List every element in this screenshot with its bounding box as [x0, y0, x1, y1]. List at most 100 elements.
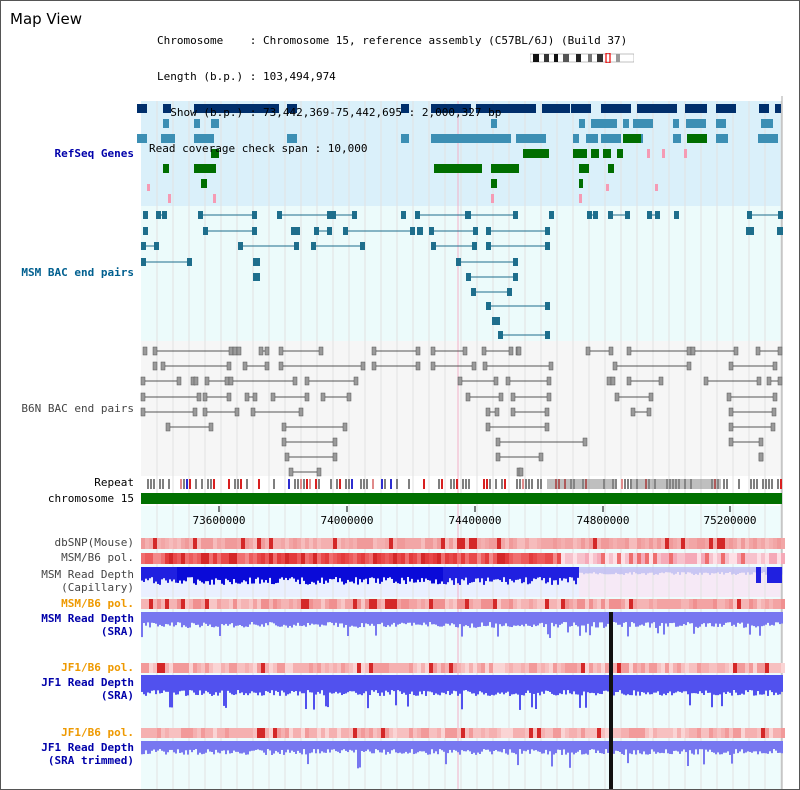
jf1-pol-cell [517, 663, 521, 673]
msm-pol-sra-cell [165, 599, 169, 609]
gene-feature [673, 134, 681, 143]
dbsnp-cell [493, 538, 497, 549]
msm-pol-sra-cell [501, 599, 505, 609]
dbsnp-cell [185, 538, 189, 549]
depth-bar [285, 612, 287, 626]
depth-bar [497, 567, 499, 580]
depth-bar [365, 612, 367, 624]
bac-end [582, 437, 588, 447]
depth-bar [527, 741, 529, 750]
depth-bar [263, 567, 265, 583]
chromosome-ideogram[interactable] [530, 53, 634, 63]
jf1-pol-trim-cell [725, 728, 729, 738]
depth-bar [425, 567, 427, 579]
depth-bar [333, 567, 335, 580]
msm-pol-sra-cell [341, 599, 345, 609]
dbsnp-cell [313, 538, 317, 549]
depth-bar [359, 741, 361, 768]
depth-bar [607, 675, 609, 692]
depth-bar [291, 567, 293, 578]
msm-pol-sra-cell [673, 599, 677, 609]
bac-end [755, 346, 761, 356]
depth-bar [233, 567, 235, 580]
bac-end [430, 346, 436, 356]
msm-pol-cell [185, 553, 189, 564]
axis-tick-label: 74000000 [320, 514, 374, 527]
depth-bar [373, 612, 375, 626]
depth-bar [201, 567, 203, 583]
depth-bar [249, 567, 251, 578]
msm-pol-cell [513, 553, 517, 564]
jf1-pol-cell [165, 663, 169, 673]
msm-pol-sra-cell [537, 599, 541, 609]
depth-bar [623, 741, 625, 755]
depth-bar [683, 612, 685, 625]
depth-bar [335, 741, 337, 752]
jf1-pol-cell [601, 663, 605, 673]
depth-bar [181, 612, 183, 628]
msm-pol-cell [729, 553, 733, 564]
depth-bar [175, 675, 177, 695]
depth-bar [307, 675, 309, 691]
depth-bar [695, 567, 697, 574]
depth-bar [427, 675, 429, 692]
bac-end [410, 227, 415, 235]
repeat-feature [504, 479, 506, 489]
msm-pol-cell [589, 553, 593, 564]
depth-bar [253, 675, 255, 693]
depth-bar [265, 612, 267, 624]
depth-bar [233, 675, 235, 696]
depth-bar [615, 741, 617, 751]
depth-bar [297, 567, 299, 580]
bac-end [625, 211, 630, 219]
msm-pol-cell [773, 553, 777, 564]
dbsnp-cell [293, 538, 297, 549]
depth-bar [221, 612, 223, 625]
depth-bar [649, 741, 651, 754]
depth-bar [501, 741, 503, 753]
dbsnp-cell [549, 538, 553, 549]
depth-bar [681, 675, 683, 693]
jf1-pol-trim-cell [337, 728, 341, 738]
depth-bar [467, 612, 469, 627]
dbsnp-cell [701, 538, 705, 549]
depth-bar [651, 741, 653, 750]
jf1-pol-trim-cell [197, 728, 201, 738]
jf1-pol-trim-cell [273, 728, 277, 738]
dbsnp-cell [573, 538, 577, 549]
msm-pol-cell [381, 553, 385, 564]
dbsnp-cell [297, 538, 301, 549]
msm-pol-sra-cell [709, 599, 713, 609]
depth-bar [565, 741, 567, 755]
depth-bar [297, 741, 299, 751]
repeat-feature [366, 479, 368, 489]
depth-bar [267, 675, 269, 692]
dbsnp-cell [605, 538, 609, 549]
msm-depth-capillary-sub-label: (Capillary) [61, 581, 134, 594]
depth-bar [345, 675, 347, 694]
depth-bar [695, 675, 697, 694]
depth-bar [585, 675, 587, 708]
depth-bar [749, 567, 751, 575]
depth-bar [585, 741, 587, 754]
depth-bar [327, 567, 329, 583]
bac-end [176, 376, 182, 386]
repeat-feature [547, 479, 617, 489]
depth-bar [599, 675, 601, 694]
depth-bar [197, 612, 199, 625]
gene-feature [591, 149, 599, 158]
axis-tick-label: 74400000 [448, 514, 502, 527]
depth-bar [525, 612, 527, 624]
depth-bar [503, 741, 505, 750]
depth-bar [769, 741, 771, 752]
depth-bar [623, 612, 625, 623]
depth-bar [517, 612, 519, 626]
depth-bar [417, 741, 419, 753]
msm-pol-sra-cell [273, 599, 277, 609]
jf1-pol-cell [581, 663, 585, 673]
depth-bar [773, 741, 775, 750]
depth-bar [203, 612, 205, 623]
depth-bar [367, 612, 369, 625]
jf1-pol-cell [577, 663, 581, 673]
depth-bar [321, 741, 323, 752]
